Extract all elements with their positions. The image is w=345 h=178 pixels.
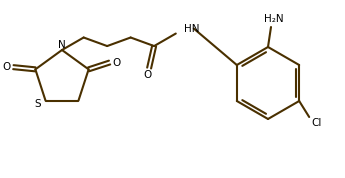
Text: HN: HN bbox=[184, 23, 199, 33]
Text: S: S bbox=[34, 99, 41, 109]
Text: N: N bbox=[58, 40, 66, 50]
Text: O: O bbox=[112, 57, 121, 67]
Text: O: O bbox=[2, 62, 10, 72]
Text: Cl: Cl bbox=[311, 118, 321, 128]
Text: O: O bbox=[143, 70, 151, 80]
Text: H₂N: H₂N bbox=[264, 14, 284, 24]
